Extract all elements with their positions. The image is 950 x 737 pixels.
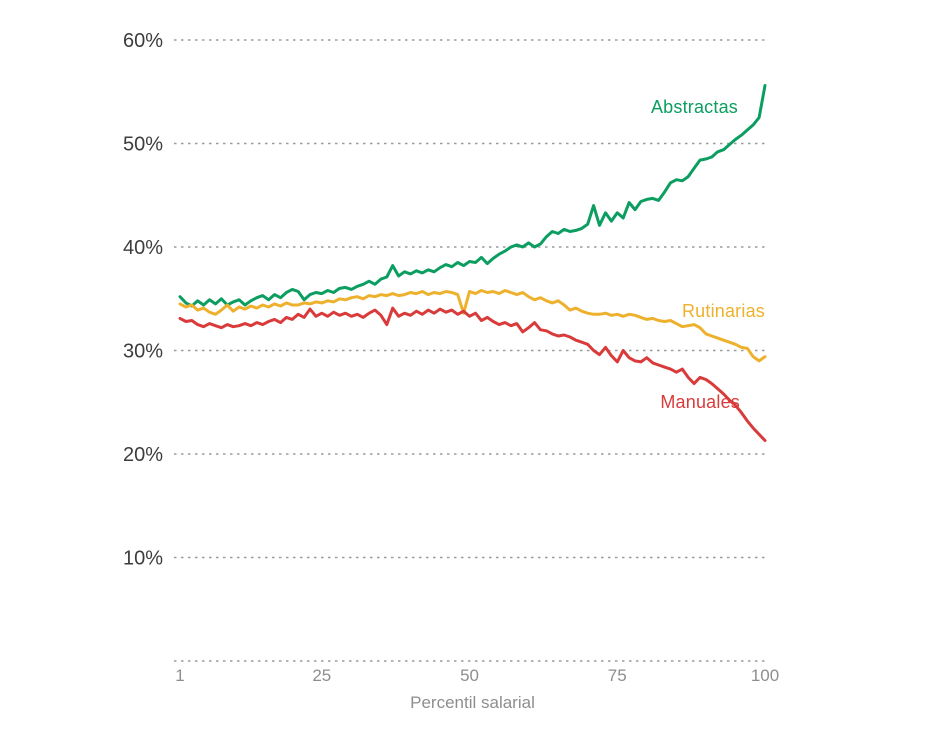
x-axis-tick-1: 1 xyxy=(175,666,184,685)
series-label-manuales: Manuales xyxy=(660,392,740,412)
y-axis-tick-20: 20% xyxy=(123,444,163,466)
x-axis-tick-50: 50 xyxy=(460,666,479,685)
x-axis-tick-25: 25 xyxy=(312,666,331,685)
series-label-abstractas: Abstractas xyxy=(651,97,738,117)
series-line-manuales xyxy=(178,306,767,442)
y-axis-tick-60: 60% xyxy=(123,30,163,52)
x-axis-tick-100: 100 xyxy=(751,666,779,685)
y-axis-tick-30: 30% xyxy=(123,341,163,363)
x-axis-tick-75: 75 xyxy=(608,666,627,685)
series-line-rutinarias xyxy=(178,289,767,363)
series-label-rutinarias: Rutinarias xyxy=(682,301,765,321)
y-axis-tick-10: 10% xyxy=(123,548,163,570)
series-line-abstractas xyxy=(178,84,767,308)
x-axis-title: Percentil salarial xyxy=(410,693,535,712)
y-axis-tick-40: 40% xyxy=(123,237,163,259)
y-axis-tick-50: 50% xyxy=(123,134,163,156)
